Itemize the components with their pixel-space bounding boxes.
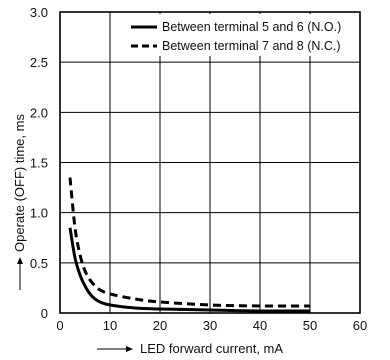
plot-frame <box>59 11 361 314</box>
x-tick-label: 10 <box>103 318 117 333</box>
legend-background <box>128 14 358 56</box>
x-axis-label: LED forward current, mA <box>140 341 283 356</box>
y-tick-label: 1.0 <box>30 206 48 221</box>
y-tick-label: 0 <box>41 306 48 321</box>
x-tick-label: 30 <box>203 318 217 333</box>
y-axis-label: Operate (OFF) time, ms <box>12 114 27 252</box>
series-line-no <box>68 227 311 313</box>
tick-labels: 10 20 30 40 50 60 0 0.5 1.0 1.5 2.0 2.5 3.0 0 <box>30 5 367 333</box>
y-tick-label: 3.0 <box>30 5 48 20</box>
y-tick-label: 1.5 <box>30 156 48 171</box>
y-axis-arrowhead <box>17 257 23 264</box>
series-lines <box>68 177 311 313</box>
x-tick-label: 50 <box>303 318 317 333</box>
y-tick-label: 2.0 <box>30 105 48 120</box>
legend: Between terminal 5 and 6 (N.O.) Between … <box>128 14 358 56</box>
legend-label-nc: Between terminal 7 and 8 (N.C.) <box>162 39 341 53</box>
y-tick-label: 0.5 <box>30 256 48 271</box>
x-tick-label: 20 <box>153 318 167 333</box>
series-line-nc <box>68 177 311 308</box>
x-axis-title: LED forward current, mA <box>97 341 283 356</box>
x-tick-label: 40 <box>253 318 267 333</box>
y-axis-title: Operate (OFF) time, ms <box>12 114 27 290</box>
grid <box>60 12 360 313</box>
x-tick-label: 60 <box>353 318 367 333</box>
legend-label-no: Between terminal 5 and 6 (N.O.) <box>162 20 341 34</box>
x-origin-label: 0 <box>56 318 63 333</box>
x-axis-arrowhead <box>126 346 133 352</box>
y-tick-label: 2.5 <box>30 55 48 70</box>
